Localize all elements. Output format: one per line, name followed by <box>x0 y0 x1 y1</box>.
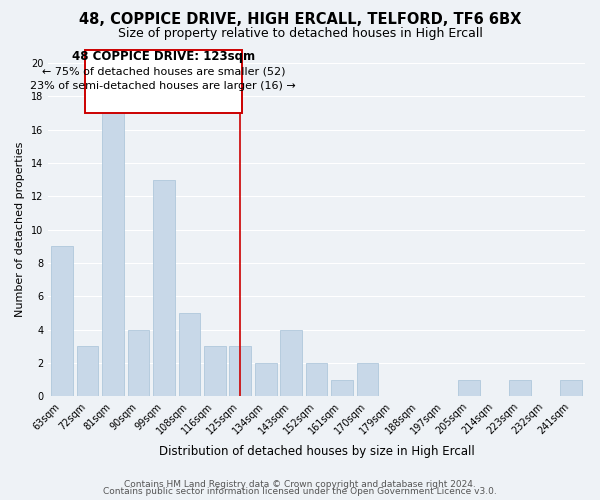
Bar <box>52 246 73 396</box>
Text: 48 COPPICE DRIVE: 123sqm: 48 COPPICE DRIVE: 123sqm <box>72 50 255 62</box>
Bar <box>153 180 175 396</box>
Text: Size of property relative to detached houses in High Ercall: Size of property relative to detached ho… <box>118 28 482 40</box>
FancyBboxPatch shape <box>85 50 242 113</box>
Y-axis label: Number of detached properties: Number of detached properties <box>16 142 25 318</box>
Bar <box>229 346 251 397</box>
Bar <box>356 363 378 396</box>
Bar <box>128 330 149 396</box>
Bar <box>560 380 582 396</box>
Bar <box>77 346 98 397</box>
Bar <box>280 330 302 396</box>
Bar <box>306 363 328 396</box>
Text: Contains public sector information licensed under the Open Government Licence v3: Contains public sector information licen… <box>103 488 497 496</box>
X-axis label: Distribution of detached houses by size in High Ercall: Distribution of detached houses by size … <box>159 444 475 458</box>
Bar <box>204 346 226 397</box>
Text: 23% of semi-detached houses are larger (16) →: 23% of semi-detached houses are larger (… <box>31 81 296 91</box>
Bar <box>102 113 124 397</box>
Bar <box>509 380 531 396</box>
Bar <box>179 313 200 396</box>
Text: 48, COPPICE DRIVE, HIGH ERCALL, TELFORD, TF6 6BX: 48, COPPICE DRIVE, HIGH ERCALL, TELFORD,… <box>79 12 521 28</box>
Bar <box>255 363 277 396</box>
Text: ← 75% of detached houses are smaller (52): ← 75% of detached houses are smaller (52… <box>41 66 285 76</box>
Bar <box>458 380 480 396</box>
Text: Contains HM Land Registry data © Crown copyright and database right 2024.: Contains HM Land Registry data © Crown c… <box>124 480 476 489</box>
Bar <box>331 380 353 396</box>
